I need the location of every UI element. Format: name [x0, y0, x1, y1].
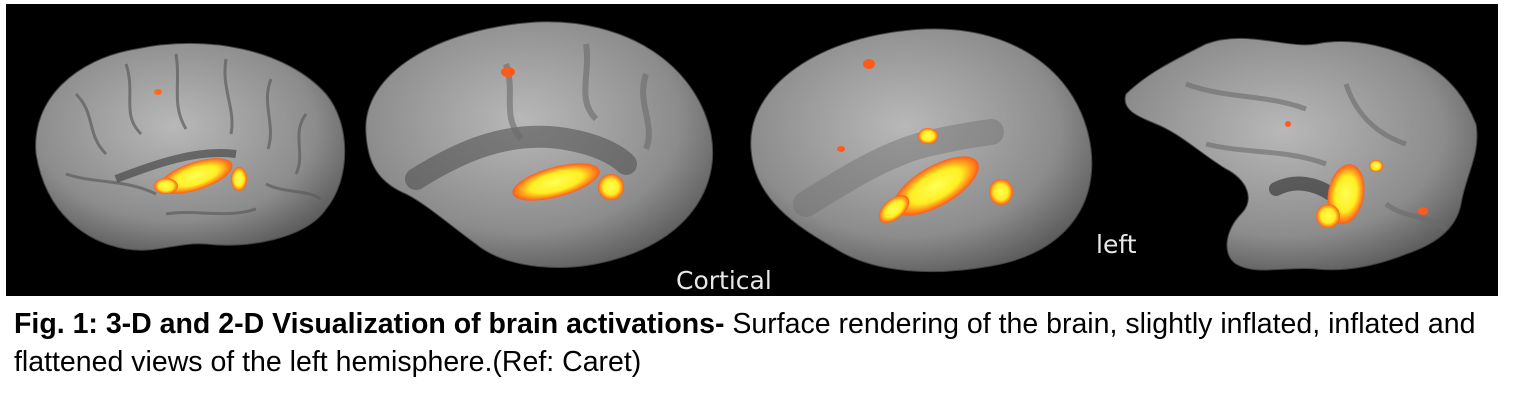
- activation-blob: [1285, 121, 1291, 127]
- activation-blob: [598, 174, 624, 200]
- panel-label-left: left: [1096, 230, 1137, 259]
- activation-blob: [1369, 160, 1383, 172]
- brain-inflated: [750, 28, 1093, 273]
- brain-surface-rendering: [35, 42, 346, 251]
- activation-blob: [863, 59, 875, 69]
- figure-caption: Fig. 1: 3-D and 2-D Visualization of bra…: [14, 305, 1514, 381]
- panel-label-cortical: Cortical: [676, 266, 772, 295]
- activation-blob: [501, 67, 515, 77]
- activation-blob: [918, 128, 938, 144]
- brain-figure: [35, 21, 1478, 273]
- brain-slightly-inflated: [365, 21, 714, 268]
- activation-blob: [154, 178, 178, 194]
- activation-blob: [893, 156, 979, 216]
- activation-blob: [837, 146, 845, 152]
- activation-blob: [231, 167, 247, 191]
- activation-blob: [154, 89, 162, 95]
- caption-text: Surface rendering of the brain, slightly…: [14, 308, 1476, 378]
- caption-title: Fig. 1: 3-D and 2-D Visualization of bra…: [14, 308, 725, 340]
- activation-blob: [512, 163, 600, 201]
- activation-blob: [1418, 207, 1428, 215]
- activation-blob: [878, 195, 910, 223]
- figure-panel: Cortical left: [6, 4, 1498, 296]
- activation-blob: [1316, 204, 1340, 228]
- brain-flattened: [1124, 37, 1478, 271]
- activation-blob: [989, 179, 1013, 205]
